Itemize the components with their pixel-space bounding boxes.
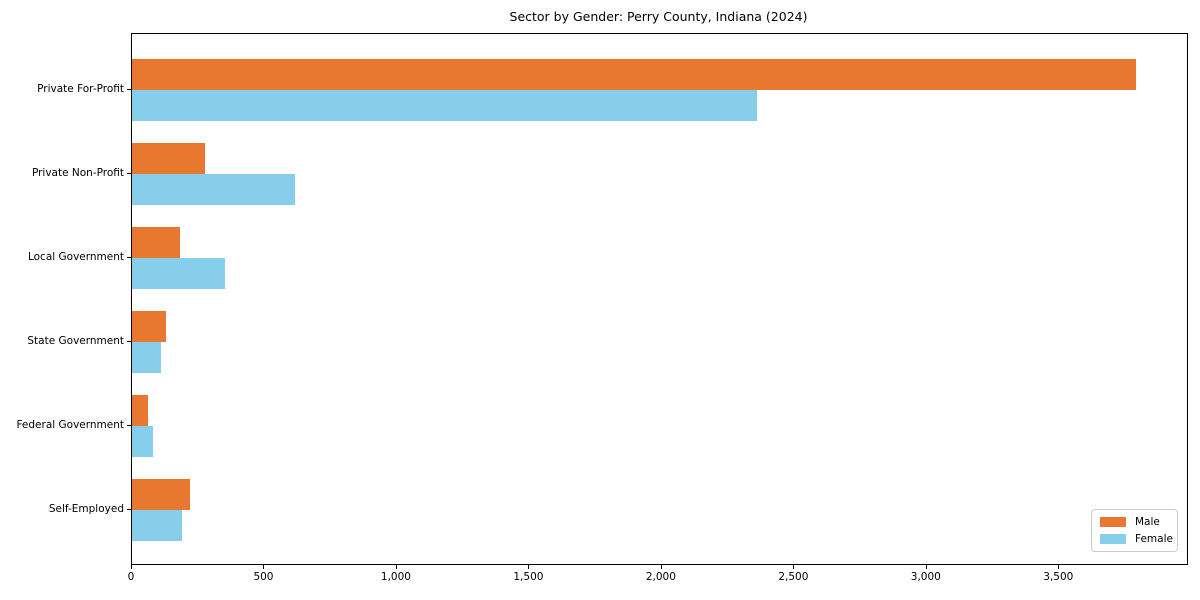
bar-male-private-non-profit [132,143,205,174]
bar-male-federal-government [132,395,148,426]
x-tick-mark-0 [131,565,132,569]
legend-swatch-male [1100,517,1126,527]
x-tick-label-2,000: 2,000 [645,571,676,583]
x-tick-label-500: 500 [253,571,274,583]
x-tick-mark-1,000 [395,565,397,569]
x-tick-label-0: 0 [127,571,135,583]
y-tick-label-federal-government: Federal Government [16,419,124,431]
y-tick-mark-state-government [127,341,131,342]
bar-male-state-government [132,311,167,342]
x-tick-mark-3,000 [925,565,927,569]
y-tick-mark-private-non-profit [127,173,131,174]
legend: Male Female [1091,509,1178,552]
x-tick-mark-500 [263,565,265,569]
legend-item-male: Male [1100,516,1169,528]
legend-label-female: Female [1135,533,1173,545]
bar-male-local-government [132,227,180,258]
bar-female-self-employed [132,510,183,541]
y-tick-label-private-for-profit: Private For-Profit [37,83,124,95]
x-tick-mark-1,500 [528,565,530,569]
x-tick-label-2,500: 2,500 [778,571,809,583]
y-tick-mark-self-employed [127,509,131,510]
bar-female-private-for-profit [132,90,758,121]
x-tick-label-3,500: 3,500 [1043,571,1074,583]
bar-male-private-for-profit [132,59,1137,90]
legend-item-female: Female [1100,533,1173,545]
x-tick-label-1,000: 1,000 [380,571,411,583]
x-tick-label-3,000: 3,000 [910,571,941,583]
bar-female-state-government [132,342,162,373]
y-tick-label-private-non-profit: Private Non-Profit [31,167,124,179]
y-tick-mark-federal-government [127,425,131,426]
plot-area [131,33,1188,565]
bar-female-private-non-profit [132,174,295,205]
x-tick-mark-2,000 [660,565,662,569]
legend-swatch-female [1100,534,1126,544]
y-tick-label-local-government: Local Government [27,251,124,263]
y-tick-label-state-government: State Government [27,335,124,347]
x-tick-label-1,500: 1,500 [513,571,544,583]
y-tick-mark-private-for-profit [127,89,131,90]
bar-female-local-government [132,258,225,289]
y-tick-label-self-employed: Self-Employed [48,503,124,515]
chart-title: Sector by Gender: Perry County, Indiana … [509,9,808,24]
bar-female-federal-government [132,426,154,457]
legend-label-male: Male [1135,516,1160,528]
x-tick-mark-2,500 [793,565,795,569]
bar-male-self-employed [132,479,191,510]
x-tick-mark-3,500 [1058,565,1060,569]
y-tick-mark-local-government [127,257,131,258]
